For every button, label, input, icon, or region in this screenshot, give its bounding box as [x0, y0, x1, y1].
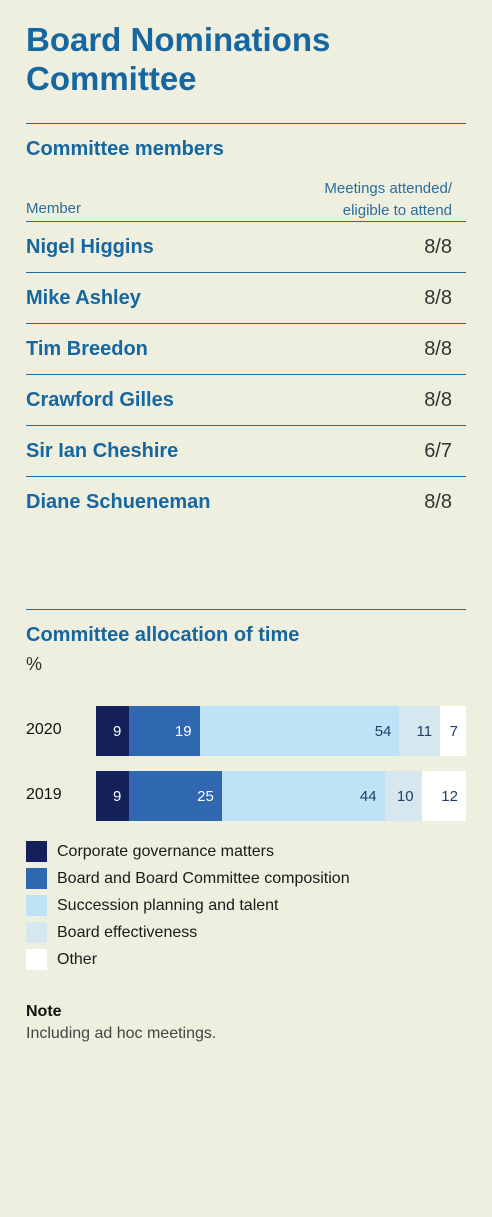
note-text: Including ad hoc meetings. — [26, 1025, 217, 1042]
legend-item: Corporate governance matters — [26, 838, 350, 865]
bar-value-label: 19 — [174, 722, 192, 740]
bar-segment: 9 — [96, 771, 130, 821]
member-name: Sir Ian Cheshire — [26, 439, 179, 462]
bar-segment: 25 — [129, 771, 222, 821]
section-divider — [26, 609, 466, 610]
bar-segment: 10 — [384, 771, 422, 821]
legend-label: Corporate governance matters — [57, 842, 274, 860]
member-row: Tim Breedon 8/8 — [26, 323, 466, 374]
legend-swatch — [26, 922, 47, 943]
legend-swatch — [26, 868, 47, 889]
legend-label: Other — [57, 950, 98, 968]
bar-segment: 9 — [96, 706, 130, 756]
member-row: Crawford Gilles 8/8 — [26, 374, 466, 425]
bar-value-label: 9 — [112, 787, 122, 805]
member-attendance: 8/8 — [424, 235, 452, 258]
member-attendance: 8/8 — [424, 388, 452, 411]
bar-segment: 7 — [440, 706, 466, 756]
page-title: Board Nominations Committee — [26, 21, 331, 97]
member-attendance: 6/7 — [424, 439, 452, 462]
bar-year-label: 2019 — [26, 786, 62, 803]
bar-segment: 19 — [129, 706, 200, 756]
legend-swatch — [26, 841, 47, 862]
bar-value-label: 44 — [359, 787, 377, 805]
legend-item: Board effectiveness — [26, 919, 350, 946]
legend-item: Succession planning and talent — [26, 892, 350, 919]
meetings-header-line2: eligible to attend — [342, 202, 452, 219]
member-attendance: 8/8 — [424, 490, 452, 513]
stacked-bar: 9 19 54 11 7 — [96, 706, 466, 756]
legend-item: Other — [26, 946, 350, 973]
bar-segment: 12 — [421, 771, 466, 821]
bar-row-2020: 2020 9 19 54 11 7 — [26, 706, 466, 756]
bar-segment: 54 — [199, 706, 400, 756]
committee-members-heading: Committee members — [26, 138, 224, 160]
legend-label: Board effectiveness — [57, 923, 198, 941]
member-attendance: 8/8 — [424, 286, 452, 309]
section-divider — [26, 123, 466, 124]
legend-swatch — [26, 949, 47, 970]
bar-value-label: 10 — [396, 787, 414, 805]
bar-value-label: 25 — [197, 787, 214, 805]
meetings-header-line1: Meetings attended/ — [324, 180, 452, 197]
member-row: Nigel Higgins 8/8 — [26, 221, 466, 272]
member-row: Mike Ashley 8/8 — [26, 272, 466, 323]
bar-value-label: 7 — [449, 722, 458, 740]
chart-legend: Corporate governance matters Board and B… — [26, 838, 350, 973]
stacked-bar: 9 25 44 10 12 — [96, 771, 466, 821]
bar-value-label: 12 — [441, 787, 458, 805]
member-name: Diane Schueneman — [26, 490, 211, 513]
note-heading: Note — [26, 1003, 62, 1020]
meetings-column-header: Meetings attended/ eligible to attend — [232, 178, 452, 222]
member-name: Nigel Higgins — [26, 235, 154, 258]
bar-year-label: 2020 — [26, 721, 62, 738]
bar-value-label: 54 — [374, 722, 392, 740]
unit-label: % — [26, 654, 43, 674]
members-table: Nigel Higgins 8/8 Mike Ashley 8/8 Tim Br… — [26, 221, 466, 527]
legend-label: Board and Board Committee composition — [57, 869, 350, 887]
member-attendance: 8/8 — [424, 337, 452, 360]
bar-row-2019: 2019 9 25 44 10 12 — [26, 771, 466, 821]
member-row: Diane Schueneman 8/8 — [26, 476, 466, 527]
bar-value-label: 11 — [416, 722, 433, 740]
member-name: Crawford Gilles — [26, 388, 174, 411]
bar-value-label: 9 — [112, 722, 122, 740]
legend-item: Board and Board Committee composition — [26, 865, 350, 892]
allocation-heading: Committee allocation of time — [26, 624, 300, 646]
member-name: Mike Ashley — [26, 286, 141, 309]
member-name: Tim Breedon — [26, 337, 148, 360]
member-column-header: Member — [26, 200, 82, 217]
bar-segment: 11 — [399, 706, 441, 756]
member-row: Sir Ian Cheshire 6/7 — [26, 425, 466, 476]
bar-segment: 44 — [221, 771, 385, 821]
legend-label: Succession planning and talent — [57, 896, 279, 914]
legend-swatch — [26, 895, 47, 916]
